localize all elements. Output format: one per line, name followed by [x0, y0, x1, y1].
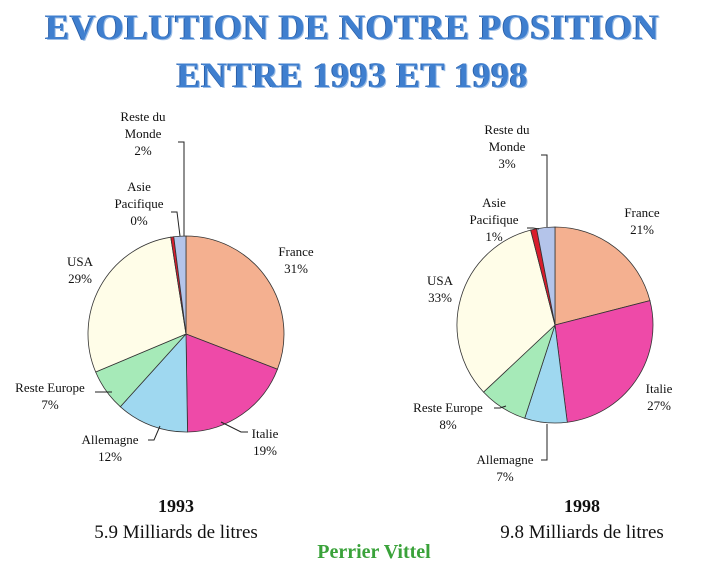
slice-label-france-1993: France 31% — [278, 244, 314, 276]
pie-slice-france-1998 — [554, 226, 651, 326]
pie-slice-reste-du-monde-1993 — [173, 235, 187, 335]
slice-label-reste-du-monde-1993: Reste du Monde 2% — [120, 109, 166, 158]
slice-label-reste-du-monde-1998: Reste du Monde 3% — [484, 122, 530, 171]
slice-label-italie-1998: Italie 27% — [646, 381, 673, 413]
slice-label-usa-1993: USA 29% — [67, 254, 94, 286]
pie-chart-1993: France 31% Italie 19% Allemagne 12% Reste Euro… — [15, 109, 314, 464]
leader-line-allemagne-1993 — [148, 425, 161, 441]
slice-label-asie-pacifique-1993: Asie Pacifique 0% — [114, 179, 163, 228]
leader-line-asie-pacifique-1998 — [527, 227, 540, 230]
total-label-1998: 9.8 Milliards de litres — [500, 522, 664, 543]
slice-label-reste-europe-1993: Reste Europe 7% — [15, 380, 85, 412]
pie-slice-italie-1993 — [185, 333, 278, 433]
pie-slice-italie-1998 — [554, 300, 654, 423]
pie-slice-usa-1998 — [456, 229, 556, 393]
slice-label-asie-pacifique-1998: Asie Pacifique 1% — [469, 195, 518, 244]
leader-line-reste-europe-1998 — [494, 405, 507, 409]
year-label-1998: 1998 — [564, 496, 600, 516]
leader-line-italie-1993 — [220, 421, 248, 433]
pie-slice-allemagne-1993 — [119, 332, 188, 433]
pie-slice-usa-1993 — [87, 236, 187, 373]
slice-label-france-1998: France 21% — [624, 205, 660, 237]
leader-line-allemagne-1998 — [541, 424, 548, 461]
slice-label-allemagne-1993: Allemagne 12% — [81, 432, 138, 464]
leader-line-reste-du-monde-1993 — [178, 141, 185, 236]
slice-label-italie-1993: Italie 19% — [252, 426, 279, 458]
brand-label: Perrier Vittel — [317, 541, 431, 563]
title-line-1: EVOLUTION DE NOTRE POSITION — [45, 7, 660, 47]
pie-slice-france-1993 — [185, 235, 285, 370]
title-line-2: ENTRE 1993 ET 1998 — [176, 55, 529, 95]
leader-line-reste-du-monde-1998 — [541, 154, 548, 227]
year-label-1993: 1993 — [158, 496, 194, 516]
pie-chart-1998: France 21% Italie 27% Allemagne 7% Reste Europ… — [413, 122, 672, 484]
total-label-1993: 5.9 Milliards de litres — [94, 522, 258, 543]
slice-label-usa-1998: USA 33% — [427, 273, 454, 305]
slice-label-allemagne-1998: Allemagne 7% — [476, 452, 533, 484]
leader-line-asie-pacifique-1993 — [171, 211, 181, 237]
slice-label-reste-europe-1998: Reste Europe 8% — [413, 400, 483, 432]
